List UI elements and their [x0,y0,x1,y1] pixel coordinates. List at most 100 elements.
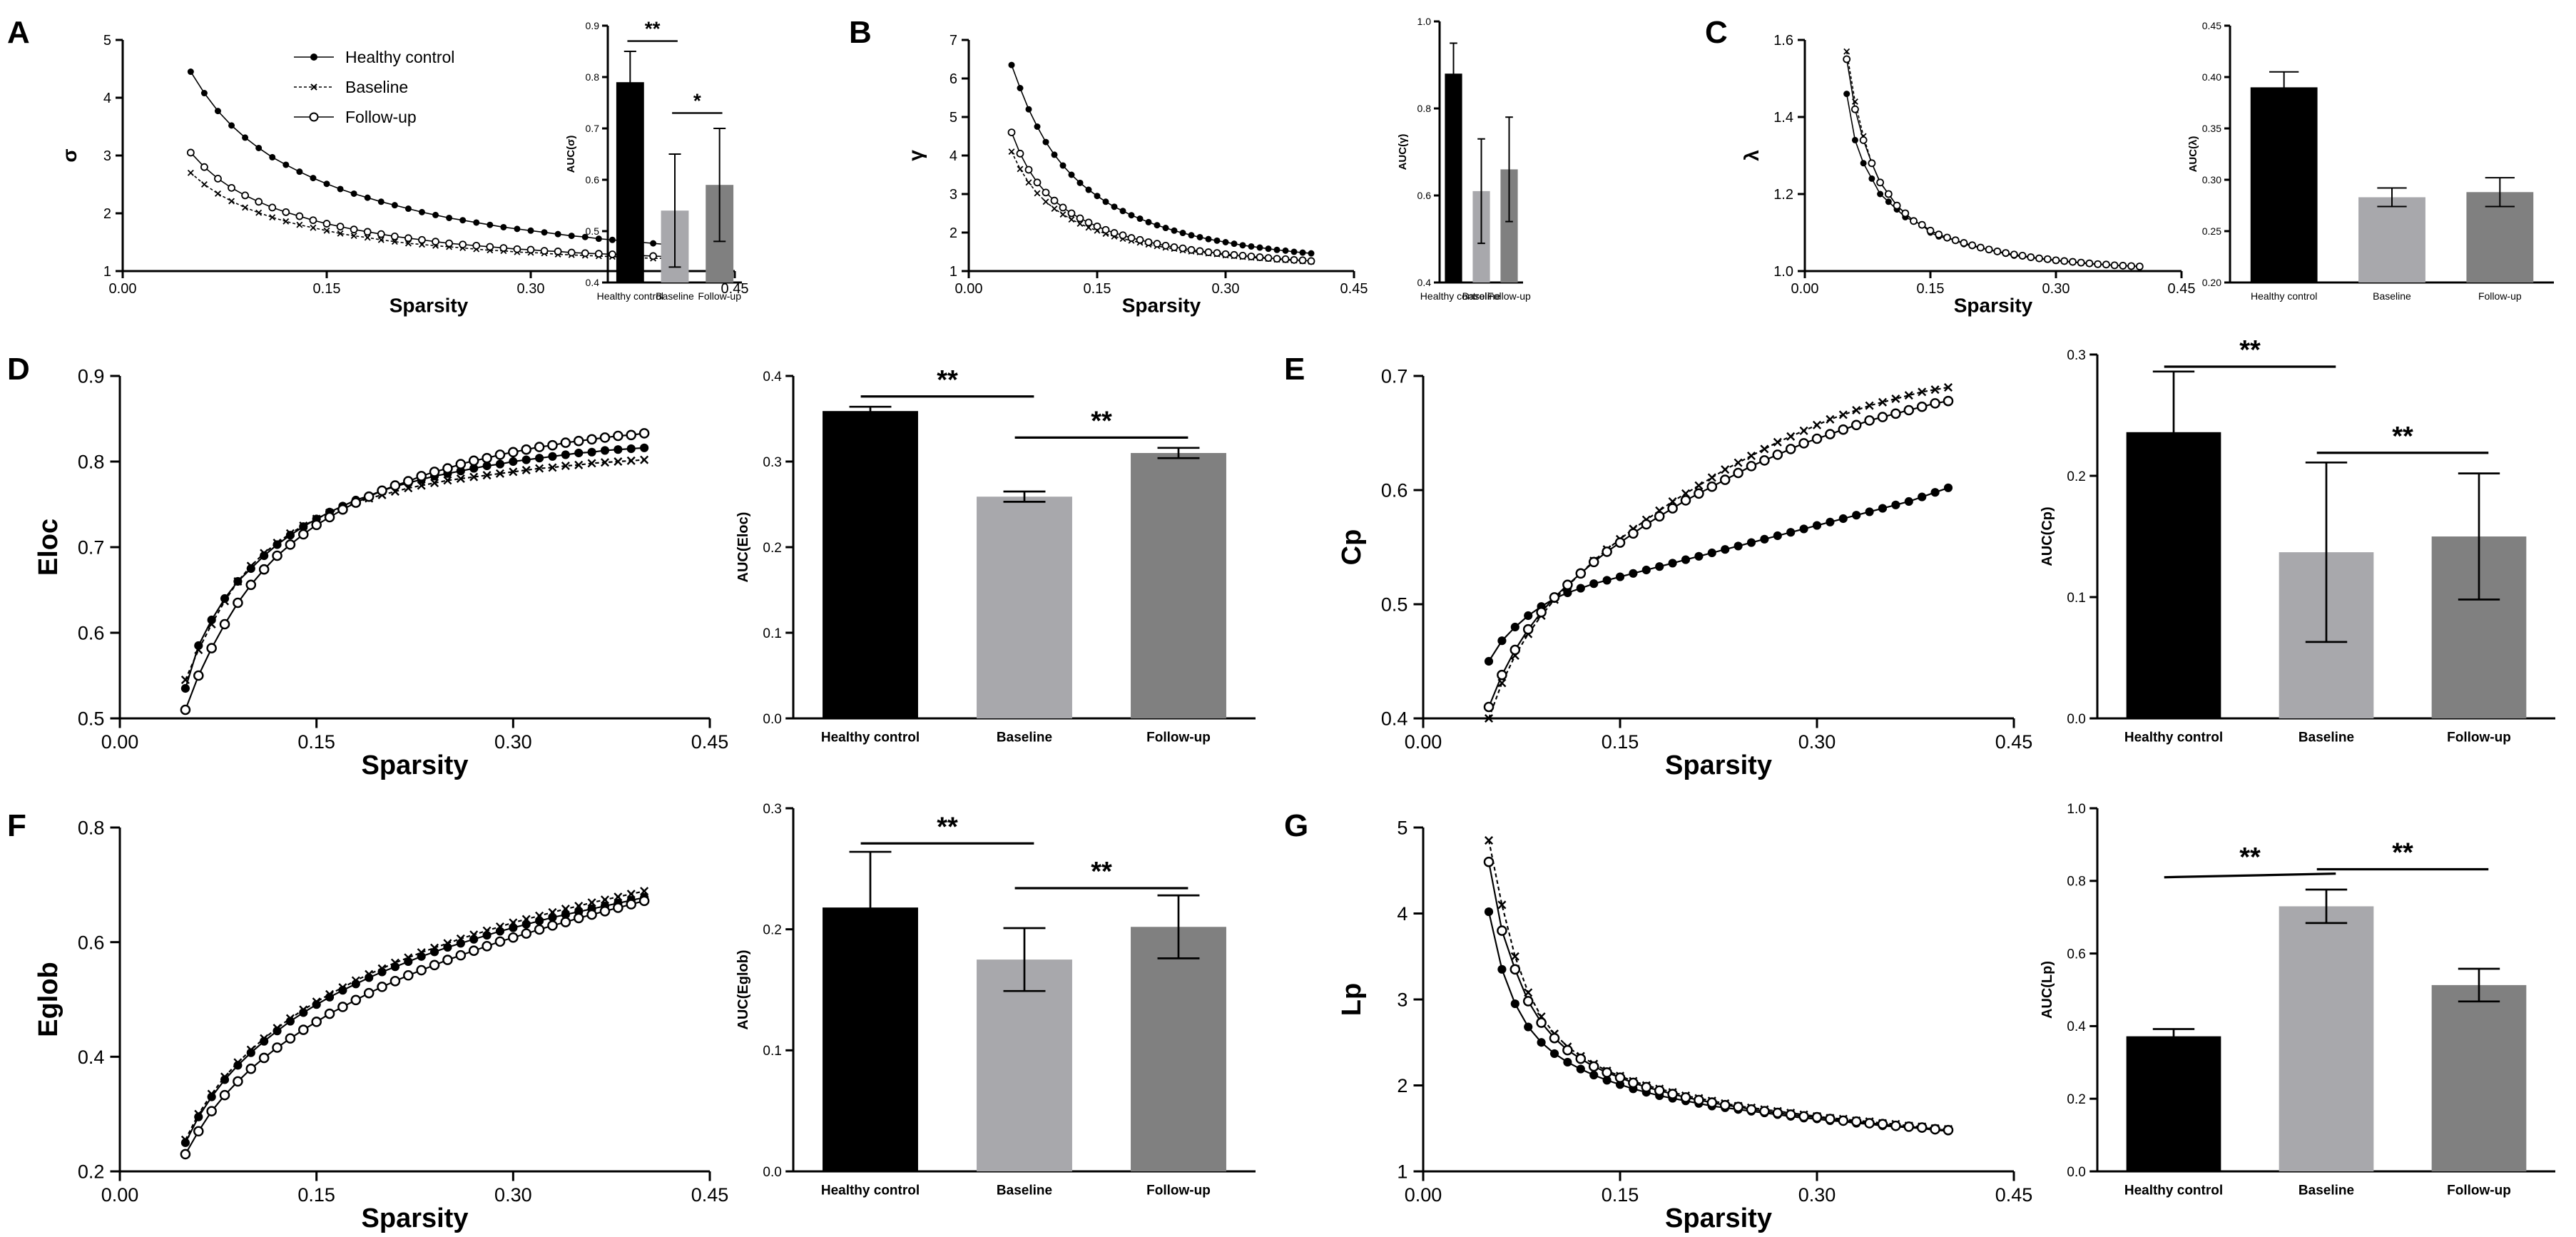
y-tick-label: 0.9 [78,366,105,387]
series-line-healthy-control [1487,911,1949,1132]
data-point [364,234,371,241]
data-point [1484,907,1494,917]
data-point [1524,1022,1533,1032]
data-point [1890,1120,1901,1131]
data-point [640,887,649,896]
series-line-baseline [1487,840,1949,1131]
data-point [246,1048,255,1057]
data-point [1483,701,1495,713]
x-tick-label: 0.15 [313,281,341,297]
y-tick-label: 2 [1397,1075,1407,1096]
data-point [1706,1097,1718,1108]
data-point [187,68,194,76]
data-point [1042,188,1050,197]
panel-letter: A [7,15,30,50]
y-tick-label: 0.3 [2067,348,2085,363]
data-point [442,955,453,965]
data-point [495,927,505,936]
data-point [1008,61,1015,68]
significance-label: ** [1091,407,1112,437]
data-point [1850,105,1859,113]
y-tick-label: 5 [950,110,957,126]
data-point [246,1045,255,1054]
data-point [337,230,344,237]
data-point [1576,1064,1585,1074]
data-point [1694,1094,1704,1106]
y-tick-label: 5 [103,33,111,49]
data-point [1826,517,1835,526]
panel-letter: F [7,808,26,843]
data-point [1733,1101,1743,1112]
data-point [1299,249,1306,256]
data-point [260,551,269,561]
data-point [614,445,623,454]
data-point [561,910,570,920]
data-point [416,471,427,482]
data-point [1865,401,1874,410]
data-point [1773,531,1782,541]
data-point [1205,235,1212,243]
data-point [1746,1104,1757,1115]
data-point [273,1024,282,1033]
data-point [508,932,519,943]
data-point [403,476,414,487]
significance-label: ** [1091,857,1112,887]
y-tick-label: 0.4 [586,277,600,288]
data-point [1799,426,1808,435]
data-point [1221,250,1230,258]
data-point [1993,248,2002,255]
data-point [1536,606,1547,618]
data-point [1826,414,1835,424]
data-point [548,907,557,917]
data-point [487,221,494,228]
data-point [285,529,295,538]
data-point [325,992,335,1002]
data-point [482,452,492,464]
y-tick-label: 0.5 [586,225,600,237]
data-point [468,455,479,467]
data-point [1154,222,1161,229]
bar-follow-up [1131,927,1226,1171]
data-point [1068,171,1075,178]
data-point [638,895,650,907]
y-tick-label: 0.5 [78,708,105,730]
data-point [1602,546,1612,557]
data-point [180,704,191,716]
series-line-baseline [184,890,645,1141]
data-point [336,223,345,231]
data-point [268,203,277,212]
data-point [1733,467,1743,479]
data-point [482,941,492,952]
data-point [514,225,521,233]
data-point [377,485,387,497]
y-axis-label: AUC(Cp) [2040,506,2055,566]
data-point [1850,1116,1862,1127]
y-axis-label: AUC(Lp) [2040,961,2055,1019]
x-category-label: Healthy control [1420,290,1487,302]
data-point [323,227,330,234]
data-point [1668,559,1677,568]
data-point [1510,999,1519,1009]
line-chart-C: 1.0 1.2 1.4 1.6 0.00 0.15 0.30 0.45 Sparsity λ [1741,33,2195,316]
y-tick-label: 1 [103,264,111,280]
data-point [547,920,558,931]
data-point [1878,504,1888,513]
data-point [273,1027,282,1036]
data-point [1707,548,1716,558]
data-point [581,233,589,240]
y-tick-label: 1 [950,264,957,280]
data-point [187,169,194,176]
x-category-label: Baseline [997,730,1052,745]
data-point [567,248,576,257]
data-point [1025,179,1032,186]
data-point [1910,217,1918,225]
data-point [1943,395,1954,407]
data-point [1760,444,1769,454]
data-point [1136,235,1144,244]
data-point [1076,220,1084,228]
data-point [1178,244,1187,253]
data-point [180,1135,190,1144]
data-point [1298,256,1307,265]
data-point [1128,212,1135,219]
x-tick-label: 0.45 [721,281,749,297]
